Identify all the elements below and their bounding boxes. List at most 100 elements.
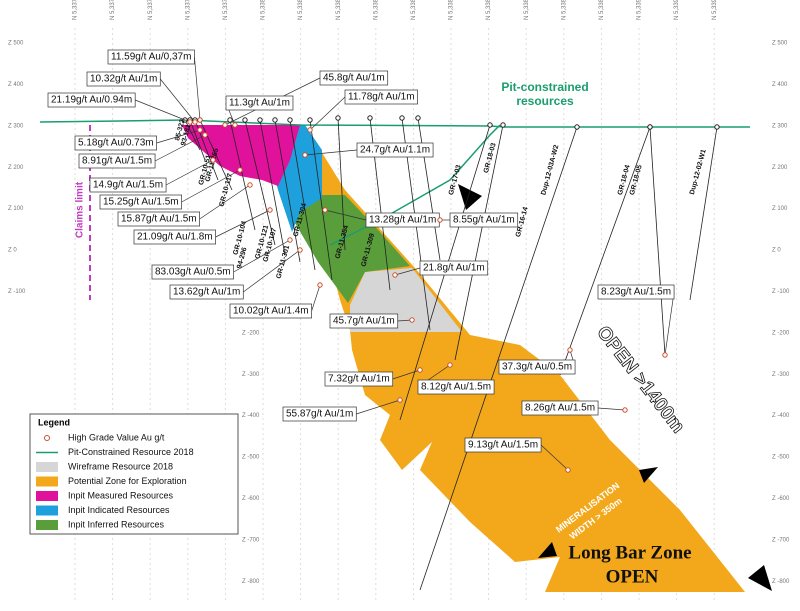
assay-leader — [356, 399, 401, 415]
legend-symbol — [36, 462, 58, 472]
elevation-label: Z -200 — [242, 330, 260, 336]
assay-label: 11.3g/t Au/1m — [229, 98, 290, 109]
northing-label: N 5,338,800 — [561, 0, 567, 20]
drill-hole — [417, 117, 441, 261]
assay-label: 13.62g/t Au/1m — [173, 287, 240, 298]
elevation-label-right: Z -200 — [772, 330, 790, 336]
elevation-label-right: Z -400 — [772, 413, 790, 419]
northing-label: N 5,337,700 — [148, 0, 154, 20]
northing-label: N 5,338,000 — [261, 0, 267, 20]
assay-leader — [154, 134, 206, 162]
legend-item: High Grade Value Au g/t — [68, 432, 165, 442]
assay-label: 21.19g/t Au/0.94m — [51, 95, 132, 106]
assay-label: 15.25g/t Au/1.5m — [103, 197, 179, 208]
northing-label: N 5,338,100 — [298, 0, 304, 20]
high-grade-point — [567, 347, 573, 353]
assay-leader — [324, 209, 367, 221]
assay-label: 10.32g/t Au/1m — [90, 74, 157, 85]
assay-leader — [165, 159, 214, 186]
drill-hole — [309, 119, 333, 281]
legend-item: Wireframe Resource 2018 — [68, 461, 173, 471]
assay-label: 21.8g/t Au/1m — [423, 263, 485, 274]
drill-hole — [244, 119, 276, 246]
high-grade-point — [417, 367, 423, 373]
drill-collar — [487, 122, 493, 128]
assay-label: 9.13g/t Au/1.5m — [468, 440, 538, 451]
assay-box — [282, 406, 357, 422]
drill-collar — [399, 115, 405, 121]
assay-label: 8.55g/t Au/1m — [453, 215, 515, 226]
assay-box — [464, 437, 542, 453]
claims-label: Claims limit — [75, 181, 86, 238]
northing-label: N 5,338,600 — [486, 0, 492, 20]
assay-leader — [392, 369, 421, 380]
high-grade-point — [662, 352, 668, 358]
drill-hole — [189, 119, 206, 161]
assay-box — [229, 303, 312, 319]
elevation-label: Z 100 — [8, 206, 24, 212]
high-grade-point — [322, 207, 328, 213]
elevation-label-right: Z 200 — [772, 165, 788, 171]
pit-shell — [329, 124, 501, 246]
drill-hole — [689, 126, 718, 301]
assay-label: 37.3g/t Au/0.5m — [502, 362, 572, 373]
legend-symbol — [44, 435, 50, 441]
high-grade-point — [437, 217, 443, 223]
assay-box — [99, 194, 182, 210]
assay-leader — [540, 444, 569, 471]
assay-label: 83.03g/t Au/0.5m — [155, 267, 231, 278]
elevation-label: Z 400 — [8, 82, 24, 88]
elevation-label: Z -500 — [242, 455, 260, 461]
assay-label: 55.87g/t Au/1m — [286, 409, 353, 420]
drill-collar — [287, 117, 293, 123]
assay-box — [78, 153, 156, 169]
assay-label: 14.9g/t Au/1.5m — [93, 180, 163, 191]
drill-hole — [274, 119, 301, 263]
high-grade-point — [187, 119, 193, 125]
elevation-label: Z -400 — [242, 413, 260, 419]
assay-box — [225, 95, 294, 111]
assay-leader — [598, 407, 626, 411]
drill-hole — [199, 119, 233, 191]
northing-label: N 5,339,000 — [637, 0, 643, 20]
high-grade-point — [397, 397, 403, 403]
elevation-label: Z -700 — [242, 537, 260, 543]
high-grade-point — [267, 207, 273, 213]
assay-label: 8.12g/t Au/1.5m — [421, 382, 491, 393]
elevation-label-right: Z 400 — [772, 82, 788, 88]
legend-title: Legend — [38, 417, 70, 427]
high-grade-point — [409, 317, 415, 323]
assay-leader — [664, 291, 675, 356]
drill-collar — [367, 115, 373, 121]
topography — [39, 119, 750, 128]
assay-box — [324, 371, 394, 387]
elevation-label-right: Z -700 — [772, 537, 790, 543]
northing-label: N 5,339,100 — [674, 0, 680, 20]
legend-item: Pit-Constrained Resource 2018 — [68, 447, 194, 457]
legend-symbol — [36, 505, 58, 516]
drill-collar — [272, 117, 278, 123]
high-grade-point — [210, 157, 216, 163]
elevation-label: Z -600 — [242, 496, 260, 502]
high-grade-point — [237, 167, 243, 173]
assay-box — [329, 313, 399, 329]
assay-box — [47, 92, 136, 108]
assay-leader — [394, 267, 421, 276]
assay-box — [521, 400, 599, 416]
northing-label: N 5,338,300 — [373, 0, 379, 20]
pit-label: Pit-constrained — [501, 80, 588, 94]
assay-label: 21.09g/t Au/1.8m — [137, 232, 213, 243]
assay-label: 11.78g/t Au/1m — [348, 92, 415, 103]
high-grade-point — [202, 132, 208, 138]
elevation-label: Z 500 — [8, 41, 24, 47]
drill-hole — [289, 119, 316, 271]
northing-label: N 5,338,700 — [524, 0, 530, 20]
zone-label: OPEN — [606, 566, 659, 587]
pit-label: resources — [516, 94, 574, 108]
assay-leader — [311, 284, 321, 312]
exploration-zone — [305, 125, 745, 592]
assay-leader — [309, 96, 346, 131]
assay-box — [356, 142, 434, 158]
legend-item: Inpit Inferred Resources — [68, 519, 165, 529]
